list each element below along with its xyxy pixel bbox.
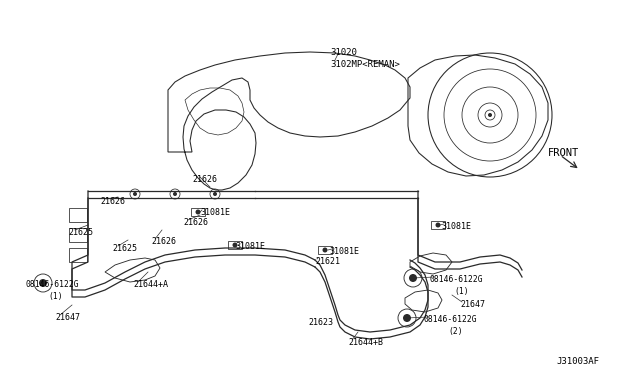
- Text: 08146-6122G: 08146-6122G: [25, 280, 79, 289]
- Circle shape: [323, 247, 328, 253]
- Text: 21647: 21647: [460, 300, 485, 309]
- Text: 21626: 21626: [151, 237, 176, 246]
- Text: 31081E: 31081E: [200, 208, 230, 217]
- Bar: [69, 248, 87, 262]
- Circle shape: [133, 192, 137, 196]
- Text: 21626: 21626: [100, 197, 125, 206]
- Text: (1): (1): [48, 292, 63, 301]
- Text: 21647: 21647: [55, 313, 80, 322]
- Text: 21644+B: 21644+B: [348, 338, 383, 347]
- Bar: [431, 221, 445, 229]
- Text: J31003AF: J31003AF: [556, 357, 599, 366]
- Circle shape: [403, 314, 411, 322]
- Text: 21621: 21621: [315, 257, 340, 266]
- Circle shape: [409, 274, 417, 282]
- Text: 21626: 21626: [183, 218, 208, 227]
- Circle shape: [435, 222, 440, 228]
- Text: 31020: 31020: [330, 48, 357, 57]
- Bar: [228, 241, 242, 249]
- Text: 21625: 21625: [68, 228, 93, 237]
- Text: 31081E: 31081E: [441, 222, 471, 231]
- Bar: [69, 228, 87, 242]
- Text: (1): (1): [454, 287, 468, 296]
- Text: 3102MP<REMAN>: 3102MP<REMAN>: [330, 60, 400, 69]
- Text: (2): (2): [448, 327, 463, 336]
- Text: 21626: 21626: [192, 175, 217, 184]
- Bar: [318, 246, 332, 254]
- Text: 31081E: 31081E: [329, 247, 359, 256]
- Text: 21644+A: 21644+A: [133, 280, 168, 289]
- Text: 08146-6122G: 08146-6122G: [423, 315, 477, 324]
- Circle shape: [232, 243, 237, 247]
- Text: 08146-6122G: 08146-6122G: [429, 275, 483, 284]
- Circle shape: [488, 113, 492, 117]
- Circle shape: [213, 192, 217, 196]
- Text: 31081E: 31081E: [235, 242, 265, 251]
- Circle shape: [173, 192, 177, 196]
- Circle shape: [195, 209, 200, 215]
- Text: 21625: 21625: [112, 244, 137, 253]
- Circle shape: [39, 279, 47, 287]
- Text: FRONT: FRONT: [548, 148, 579, 158]
- Bar: [191, 208, 205, 216]
- Text: 21623: 21623: [308, 318, 333, 327]
- Bar: [69, 208, 87, 222]
